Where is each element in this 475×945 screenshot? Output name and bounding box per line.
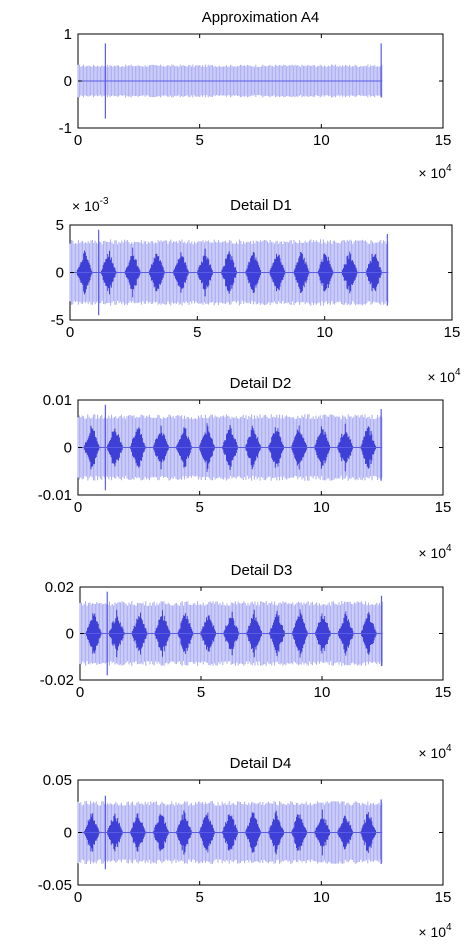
y-tick-label: 1 xyxy=(64,26,72,43)
subplot-4: Detail D30 5 10 150.020-0.02× 104 xyxy=(40,562,452,761)
x-axis-multiplier: × 104 xyxy=(418,743,452,761)
x-tick-label: 5 xyxy=(195,889,203,906)
y-tick-label: -0.05 xyxy=(38,877,72,894)
y-tick-label: -5 xyxy=(51,312,64,329)
x-tick-label: 15 xyxy=(444,324,461,341)
x-tick-label: 10 xyxy=(314,684,331,701)
x-tick-label: 5 xyxy=(195,499,203,516)
subplot-title: Approximation A4 xyxy=(202,9,320,26)
y-tick-label: 0 xyxy=(66,626,74,643)
x-tick-label: 10 xyxy=(313,889,330,906)
x-tick-label: 5 xyxy=(195,132,203,149)
x-tick-label: 0 xyxy=(76,684,84,701)
x-tick-label: 5 xyxy=(193,324,201,341)
y-tick-label: 0 xyxy=(56,265,64,282)
x-tick-label: 0 xyxy=(66,324,74,341)
y-tick-label: -1 xyxy=(59,120,72,137)
y-tick-label: 5 xyxy=(56,217,64,234)
x-tick-label: 0 xyxy=(74,499,82,516)
subplot-3: Detail D20 5 10 150.010-0.01× 104 xyxy=(38,375,452,561)
y-axis-multiplier: × 10-3 xyxy=(72,196,109,214)
x-axis-multiplier: × 104 xyxy=(418,922,452,940)
x-tick-label: 15 xyxy=(435,684,452,701)
subplot-title: Detail D3 xyxy=(231,562,293,579)
x-axis-multiplier: × 104 xyxy=(418,163,452,181)
x-axis-multiplier: × 104 xyxy=(427,367,461,385)
y-tick-label: 0 xyxy=(64,440,72,457)
x-tick-label: 15 xyxy=(435,499,452,516)
y-tick-label: 0.02 xyxy=(45,579,74,596)
subplot-5: Detail D40 5 10 150.050-0.05× 104 xyxy=(38,755,452,940)
y-tick-label: -0.01 xyxy=(38,487,72,504)
x-tick-label: 10 xyxy=(313,499,330,516)
x-tick-label: 0 xyxy=(74,889,82,906)
subplot-title: Detail D4 xyxy=(230,755,292,772)
y-tick-label: 0.01 xyxy=(43,392,72,409)
x-tick-label: 15 xyxy=(435,132,452,149)
x-axis-multiplier: × 104 xyxy=(418,543,452,561)
x-tick-label: 0 xyxy=(74,132,82,149)
x-tick-label: 5 xyxy=(197,684,205,701)
y-tick-label: 0 xyxy=(64,73,72,90)
y-tick-label: -0.02 xyxy=(40,672,74,689)
subplot-title: Detail D2 xyxy=(230,375,292,392)
x-tick-label: 10 xyxy=(316,324,333,341)
y-tick-label: 0.05 xyxy=(43,772,72,789)
subplot-title: Detail D1 xyxy=(230,197,292,214)
x-tick-label: 10 xyxy=(313,132,330,149)
x-tick-label: 15 xyxy=(435,889,452,906)
y-tick-label: 0 xyxy=(64,825,72,842)
